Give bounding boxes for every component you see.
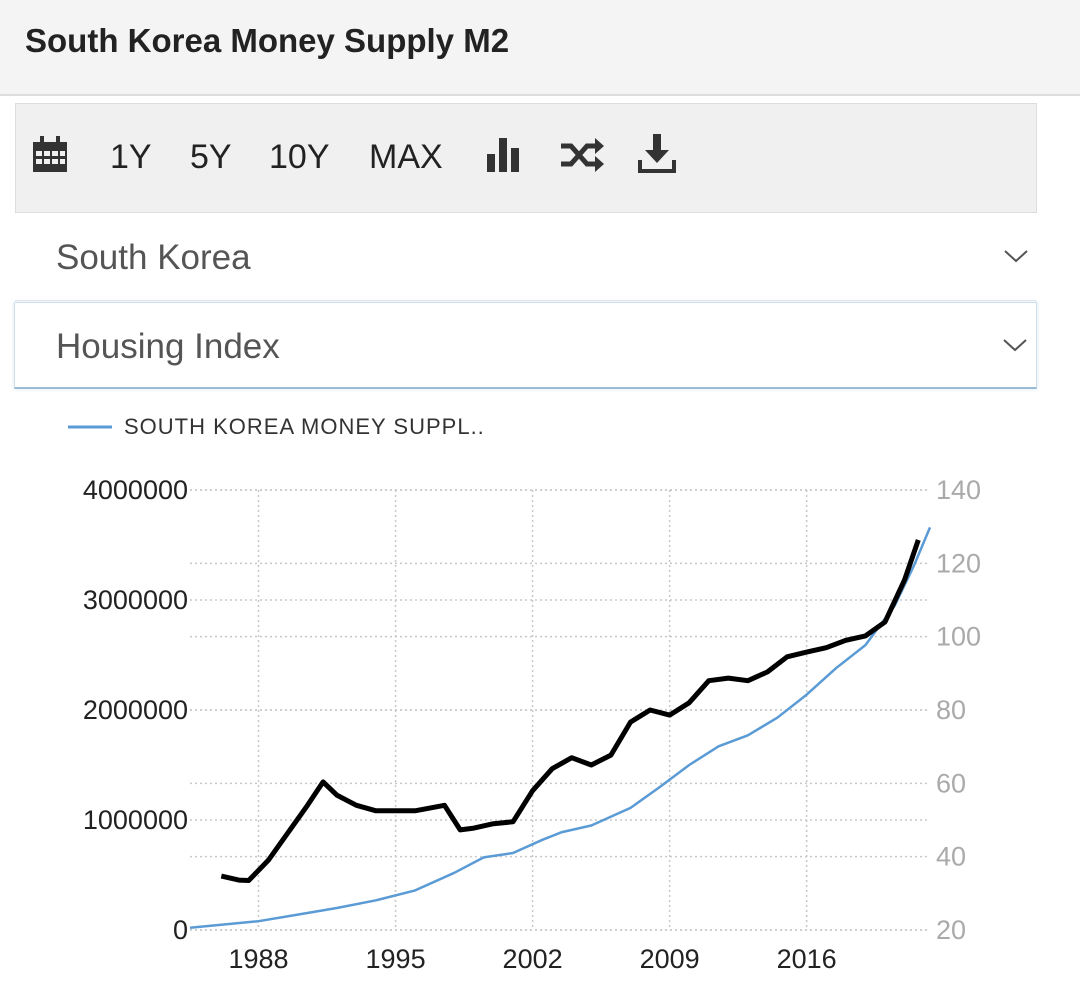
page-title: South Korea Money Supply M2 xyxy=(25,22,510,59)
x-tick-label: 2016 xyxy=(777,944,837,974)
x-tick-label: 1988 xyxy=(228,944,288,974)
y2-tick-label: 80 xyxy=(936,695,966,725)
y-tick-label: 3000000 xyxy=(83,585,188,615)
x-tick-label: 2002 xyxy=(503,944,563,974)
select-label: South Korea xyxy=(56,238,251,277)
y2-tick-label: 100 xyxy=(936,622,981,652)
select-label: Housing Index xyxy=(56,327,280,366)
y2-tick-label: 40 xyxy=(936,842,966,872)
bar-chart-icon[interactable] xyxy=(486,136,522,174)
chevron xyxy=(1004,250,1028,263)
legend-label: SOUTH KOREA MONEY SUPPL.. xyxy=(124,414,485,439)
country-select[interactable]: South Korea xyxy=(15,214,1037,301)
range-button[interactable]: 5Y xyxy=(190,138,232,176)
x-tick-label: 2009 xyxy=(640,944,700,974)
indicator-select[interactable]: Housing Index xyxy=(14,302,1037,389)
series-line xyxy=(189,526,932,930)
series-line xyxy=(220,539,921,883)
x-tick-label: 1995 xyxy=(366,944,426,974)
range-button[interactable]: MAX xyxy=(369,138,443,176)
y-tick-label: 2000000 xyxy=(83,695,188,725)
y2-tick-label: 140 xyxy=(936,475,981,505)
toolbar: 1Y 5Y 10Y MAX xyxy=(15,103,1037,213)
download-icon[interactable] xyxy=(638,134,676,174)
header: South Korea Money Supply M2 xyxy=(0,0,1080,96)
chart: 1988 1995 2002 2009 2016 0 1000000 2000000 30000… xyxy=(68,414,981,974)
y2-tick-label: 20 xyxy=(936,915,966,945)
chevron xyxy=(1003,339,1027,352)
range-button[interactable]: 10Y xyxy=(269,138,330,176)
range-button[interactable]: 1Y xyxy=(110,138,152,176)
shuffle-icon[interactable] xyxy=(559,136,605,174)
y2-tick-label: 120 xyxy=(936,548,981,578)
y-tick-label: 4000000 xyxy=(83,475,188,505)
y2-tick-label: 60 xyxy=(936,768,966,798)
y-tick-label: 0 xyxy=(173,915,188,945)
y-tick-label: 1000000 xyxy=(83,805,188,835)
calendar-icon[interactable] xyxy=(32,136,68,174)
